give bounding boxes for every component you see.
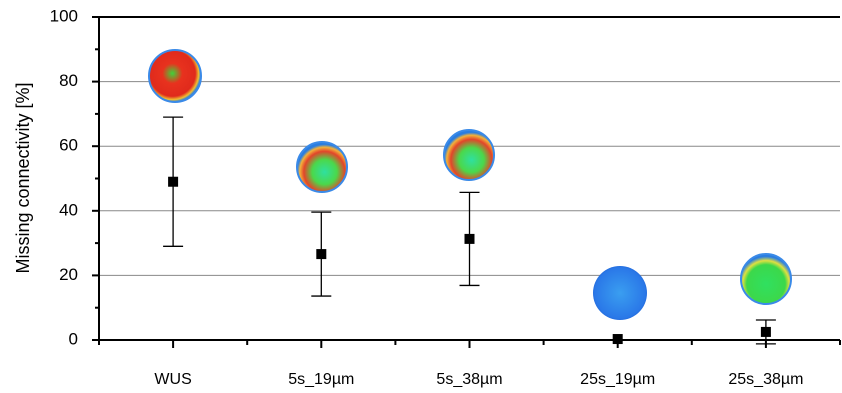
point [168, 177, 178, 187]
thumbnail [593, 266, 647, 320]
x-tick-label: 5s_38µm [436, 371, 502, 388]
y-tick-label: 0 [69, 329, 78, 348]
point [761, 327, 771, 337]
x-tick-label: 5s_19µm [288, 371, 354, 388]
thumbnail [297, 142, 347, 192]
thumbnail [149, 50, 201, 102]
x-tick-label: 25s_19µm [580, 371, 655, 388]
chart: Missing connectivity [%] 0 20 40 60 80 100 WUS… [0, 0, 842, 393]
point [465, 234, 475, 244]
point [316, 249, 326, 259]
x-tick-label: WUS [154, 371, 191, 388]
x-tick-label: 25s_38µm [728, 371, 803, 388]
y-tick-label: 80 [59, 71, 78, 90]
y-tick-label: 40 [59, 200, 78, 219]
thumbnail [444, 130, 494, 180]
y-axis-label: Missing connectivity [%] [13, 82, 33, 273]
thumbnail [741, 254, 791, 304]
y-tick-label: 20 [59, 265, 78, 284]
y-tick-label: 100 [50, 6, 78, 25]
y-tick-label: 60 [59, 136, 78, 155]
point [613, 334, 623, 344]
